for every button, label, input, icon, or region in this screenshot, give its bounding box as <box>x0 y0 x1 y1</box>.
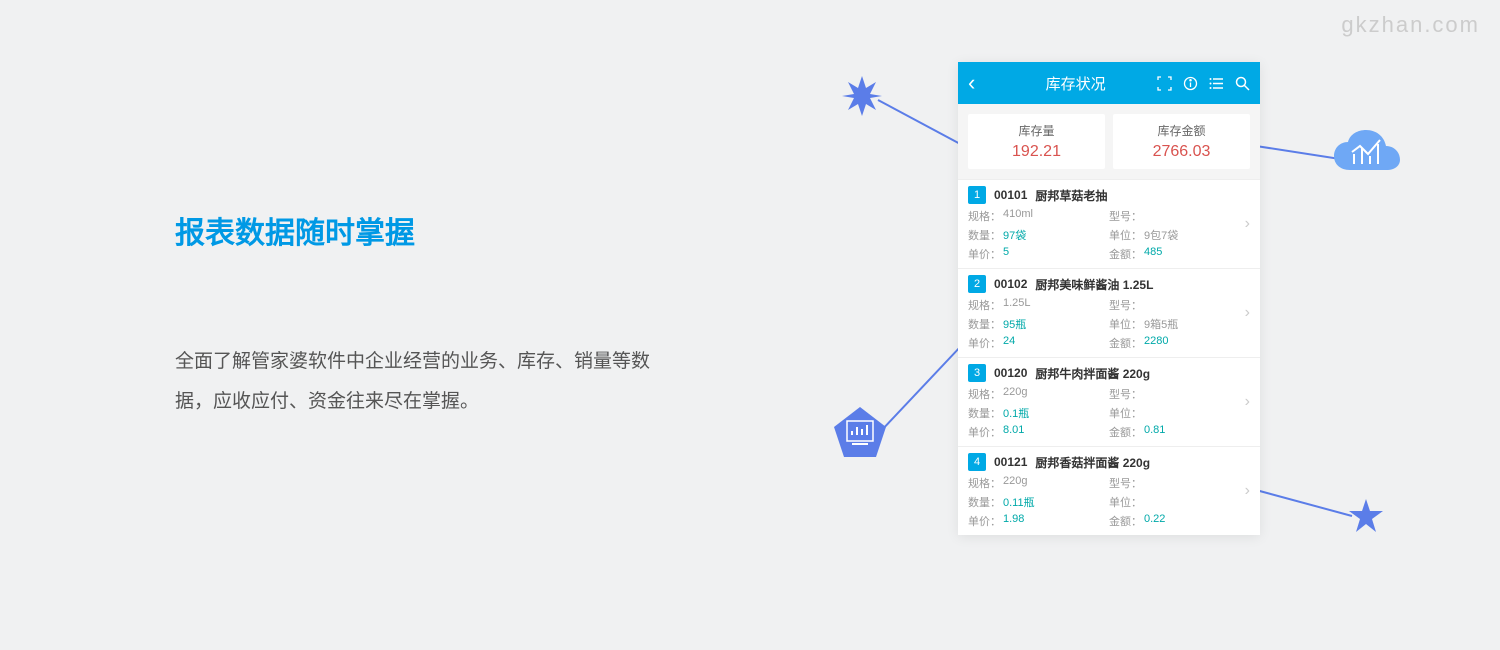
summary-label: 库存量 <box>972 122 1101 139</box>
summary-cards: 库存量 192.21 库存金额 2766.03 <box>958 104 1260 179</box>
amount-label: 金额： <box>1109 335 1142 351</box>
unit-value: 9包7袋 <box>1144 227 1178 243</box>
chevron-right-icon: › <box>1245 215 1250 233</box>
qty-value: 97袋 <box>1003 227 1026 243</box>
summary-value: 2766.03 <box>1117 143 1246 161</box>
summary-card-qty[interactable]: 库存量 192.21 <box>968 114 1105 169</box>
spec-value: 410ml <box>1003 208 1033 224</box>
scan-icon[interactable] <box>1156 75 1172 91</box>
phone-mockup: ‹ 库存状况 库存量 192.21 库存金额 2766.03 <box>958 62 1260 535</box>
qty-label: 数量： <box>968 227 1001 243</box>
qty-label: 数量： <box>968 316 1001 332</box>
price-value: 24 <box>1003 335 1015 351</box>
inventory-list: 1 00101 厨邦草菇老抽 规格：410ml 型号： 数量：97袋 单位：9包… <box>958 179 1260 535</box>
phone-header: ‹ 库存状况 <box>958 62 1260 104</box>
unit-label: 单位： <box>1109 405 1142 421</box>
item-name: 厨邦香菇拌面酱 220g <box>1035 454 1150 471</box>
amount-label: 金额： <box>1109 424 1142 440</box>
search-icon[interactable] <box>1234 75 1250 91</box>
model-label: 型号： <box>1109 475 1142 491</box>
item-details: 规格：1.25L 型号： 数量：95瓶 单位：9箱5瓶 单价：24 金额：228… <box>958 297 1260 351</box>
chevron-right-icon: › <box>1245 304 1250 322</box>
spec-value: 1.25L <box>1003 297 1031 313</box>
unit-label: 单位： <box>1109 316 1142 332</box>
amount-label: 金额： <box>1109 246 1142 262</box>
left-text-section: 报表数据随时掌握 全面了解管家婆软件中企业经营的业务、库存、销量等数据，应收应付… <box>175 208 675 422</box>
item-details: 规格：220g 型号： 数量：0.1瓶 单位： 单价：8.01 金额：0.81 <box>958 386 1260 440</box>
qty-value: 0.1瓶 <box>1003 405 1029 421</box>
item-code: 00101 <box>994 188 1027 202</box>
item-badge: 4 <box>968 453 986 471</box>
chevron-right-icon: › <box>1245 393 1250 411</box>
back-icon[interactable]: ‹ <box>968 70 975 96</box>
inventory-item[interactable]: 1 00101 厨邦草菇老抽 规格：410ml 型号： 数量：97袋 单位：9包… <box>958 179 1260 268</box>
price-label: 单价： <box>968 246 1001 262</box>
amount-label: 金额： <box>1109 513 1142 529</box>
item-details: 规格：220g 型号： 数量：0.11瓶 单位： 单价：1.98 金额：0.22 <box>958 475 1260 529</box>
cloud-chart-icon <box>1332 128 1402 184</box>
inventory-item[interactable]: 3 00120 厨邦牛肉拌面酱 220g 规格：220g 型号： 数量：0.1瓶… <box>958 357 1260 446</box>
price-value: 5 <box>1003 246 1009 262</box>
spec-value: 220g <box>1003 475 1027 491</box>
item-header: 1 00101 厨邦草菇老抽 <box>958 180 1260 208</box>
spec-label: 规格： <box>968 386 1001 402</box>
item-badge: 1 <box>968 186 986 204</box>
unit-label: 单位： <box>1109 227 1142 243</box>
item-header: 3 00120 厨邦牛肉拌面酱 220g <box>958 358 1260 386</box>
item-code: 00121 <box>994 455 1027 469</box>
item-header: 2 00102 厨邦美味鲜酱油 1.25L <box>958 269 1260 297</box>
price-label: 单价： <box>968 424 1001 440</box>
spec-label: 规格： <box>968 208 1001 224</box>
item-details: 规格：410ml 型号： 数量：97袋 单位：9包7袋 单价：5 金额：485 <box>958 208 1260 262</box>
price-label: 单价： <box>968 335 1001 351</box>
qty-label: 数量： <box>968 494 1001 510</box>
qty-value: 95瓶 <box>1003 316 1026 332</box>
item-badge: 3 <box>968 364 986 382</box>
qty-label: 数量： <box>968 405 1001 421</box>
inventory-item[interactable]: 4 00121 厨邦香菇拌面酱 220g 规格：220g 型号： 数量：0.11… <box>958 446 1260 535</box>
watermark-text: gkzhan.com <box>1341 12 1480 38</box>
unit-value: 9箱5瓶 <box>1144 316 1178 332</box>
amount-value: 2280 <box>1144 335 1168 351</box>
spec-label: 规格： <box>968 475 1001 491</box>
model-label: 型号： <box>1109 386 1142 402</box>
inventory-item[interactable]: 2 00102 厨邦美味鲜酱油 1.25L 规格：1.25L 型号： 数量：95… <box>958 268 1260 357</box>
chevron-right-icon: › <box>1245 482 1250 500</box>
spec-label: 规格： <box>968 297 1001 313</box>
item-name: 厨邦美味鲜酱油 1.25L <box>1035 276 1153 293</box>
amount-value: 485 <box>1144 246 1162 262</box>
amount-value: 0.22 <box>1144 513 1165 529</box>
item-name: 厨邦草菇老抽 <box>1035 187 1107 204</box>
amount-value: 0.81 <box>1144 424 1165 440</box>
item-code: 00102 <box>994 277 1027 291</box>
spec-value: 220g <box>1003 386 1027 402</box>
phone-title: 库存状况 <box>995 73 1156 94</box>
list-icon[interactable] <box>1208 75 1224 91</box>
item-header: 4 00121 厨邦香菇拌面酱 220g <box>958 447 1260 475</box>
model-label: 型号： <box>1109 208 1142 224</box>
summary-value: 192.21 <box>972 143 1101 161</box>
pentagon-chart-icon <box>832 405 888 461</box>
model-label: 型号： <box>1109 297 1142 313</box>
price-label: 单价： <box>968 513 1001 529</box>
item-name: 厨邦牛肉拌面酱 220g <box>1035 365 1150 382</box>
item-badge: 2 <box>968 275 986 293</box>
summary-label: 库存金额 <box>1117 122 1246 139</box>
item-code: 00120 <box>994 366 1027 380</box>
burst-decoration-icon <box>842 76 882 116</box>
price-value: 8.01 <box>1003 424 1024 440</box>
main-title: 报表数据随时掌握 <box>175 208 675 252</box>
header-icons <box>1156 75 1250 91</box>
star-decoration-icon <box>1348 498 1384 534</box>
price-value: 1.98 <box>1003 513 1024 529</box>
info-icon[interactable] <box>1182 75 1198 91</box>
qty-value: 0.11瓶 <box>1003 494 1035 510</box>
summary-card-amount[interactable]: 库存金额 2766.03 <box>1113 114 1250 169</box>
unit-label: 单位： <box>1109 494 1142 510</box>
description-text: 全面了解管家婆软件中企业经营的业务、库存、销量等数据，应收应付、资金往来尽在掌握… <box>175 342 675 422</box>
